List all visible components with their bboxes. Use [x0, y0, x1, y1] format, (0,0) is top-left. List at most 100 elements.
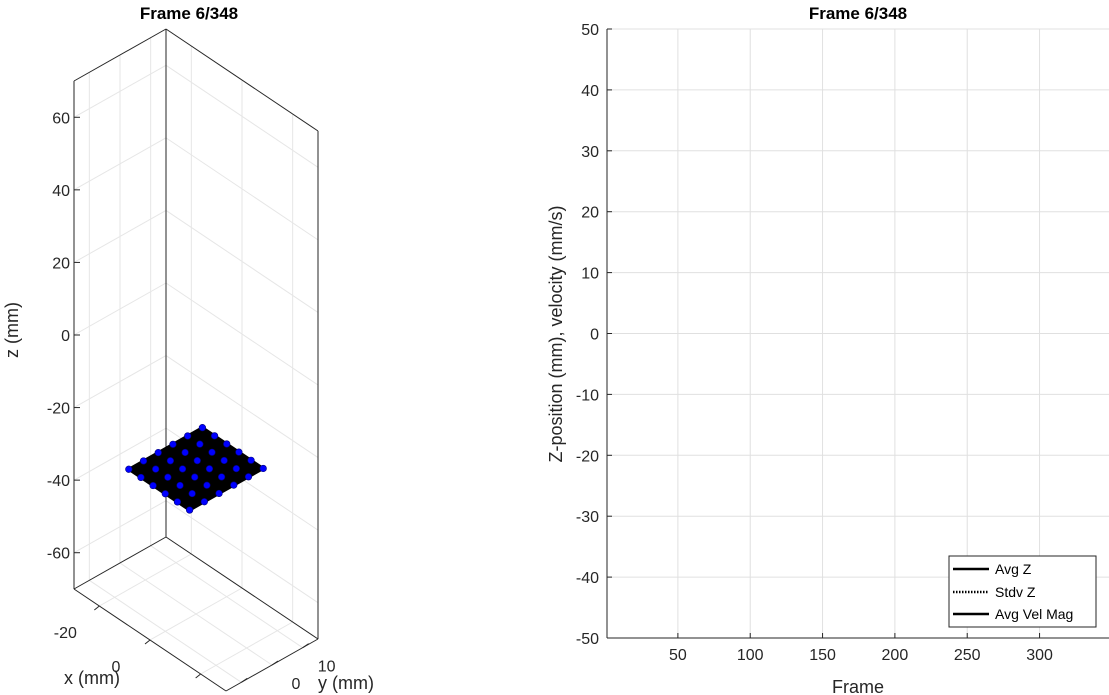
grid-line-z-side — [73, 64, 167, 118]
marker-point — [178, 465, 187, 473]
grid-line-z-back — [165, 282, 319, 386]
frame-tick-label: 200 — [882, 647, 909, 664]
z-axis-label: z (mm) — [2, 302, 22, 358]
y-tick-mark — [241, 677, 248, 683]
y-tick-label: 0 — [292, 676, 301, 693]
x-axis-label: x (mm) — [64, 668, 120, 688]
line-chart-ticks: 50 100 150 200 250 300 -50 -40 -30 -20 -10 0 10 20 30 4… — [576, 22, 1109, 664]
frame-tick-label: 300 — [1026, 647, 1053, 664]
marker-point — [166, 457, 174, 465]
x-tick-mark — [195, 673, 201, 679]
legend-label-avg-vel-mag: Avg Vel Mag — [995, 606, 1073, 622]
x-tick-label: 20 — [158, 693, 176, 695]
marker-point — [220, 456, 228, 465]
marker-point — [152, 465, 160, 473]
grid-line-z-back — [165, 64, 319, 168]
z-tick-label: 60 — [52, 110, 70, 127]
box-edge — [73, 536, 167, 590]
marker-point — [230, 481, 238, 489]
marker-point — [244, 473, 253, 481]
scatter3d-gridlines — [73, 37, 319, 683]
position-tick-label: 10 — [581, 266, 599, 283]
grid-line-z-side — [73, 137, 167, 191]
marker-point — [188, 489, 196, 498]
y-tick-label: -10 — [254, 693, 277, 695]
z-tick-label: 40 — [52, 183, 70, 200]
grid-line-z-side — [73, 355, 167, 409]
frame-tick-label: 100 — [737, 647, 764, 664]
y-tick-mark — [302, 643, 309, 649]
marker-point — [205, 465, 214, 473]
legend: Avg Z Stdv Z Avg Vel Mag — [948, 555, 1097, 628]
marker-point — [169, 440, 177, 448]
position-tick-label: 50 — [581, 22, 599, 39]
box-edge — [73, 28, 167, 82]
marker-point — [208, 448, 216, 456]
marker-point — [161, 490, 169, 498]
scatter3d-ticks: -60 -40 -20 0 20 40 60 -20 0 20 -10 0 10 — [47, 110, 336, 695]
marker-point — [149, 481, 157, 490]
marker-point — [154, 449, 162, 457]
grid-line-z-side — [73, 500, 167, 554]
position-tick-label: -20 — [576, 448, 599, 465]
legend-label-stdv-z: Stdv Z — [995, 584, 1036, 600]
line-chart-title: Frame 6/348 — [809, 4, 907, 23]
z-tick-label: 0 — [61, 328, 70, 345]
legend-label-avg-z: Avg Z — [995, 561, 1032, 577]
marker-point — [210, 432, 219, 440]
position-tick-label: 40 — [581, 83, 599, 100]
position-tick-label: 0 — [590, 327, 599, 344]
marker-point — [191, 473, 199, 481]
position-axis-label: Z-position (mm), velocity (mm/s) — [546, 205, 566, 462]
marker-point — [139, 457, 148, 465]
z-tick-label: -60 — [47, 546, 70, 563]
surface-patch — [125, 425, 267, 512]
marker-point — [186, 506, 194, 514]
grid-line-z-back — [165, 137, 319, 241]
marker-point — [232, 465, 240, 473]
marker-point — [218, 473, 226, 481]
position-tick-label: -50 — [576, 631, 599, 648]
z-tick-label: -20 — [47, 401, 70, 418]
line-chart-axes: 50 100 150 200 250 300 -50 -40 -30 -20 -10 0 10 20 30 4… — [546, 4, 1109, 695]
marker-point — [203, 481, 211, 489]
marker-point — [215, 489, 223, 498]
y-tick-mark — [271, 660, 279, 666]
x-tick-label: 0 — [112, 659, 121, 676]
grid-line-z-side — [73, 427, 167, 481]
grid-line-z-back — [165, 500, 319, 604]
x-tick-mark — [144, 639, 151, 645]
position-tick-label: -30 — [576, 509, 599, 526]
grid-line-z-back — [165, 210, 319, 313]
box-edge — [165, 28, 319, 132]
grid-line-z-side — [73, 209, 167, 263]
grid-line-z-side — [73, 282, 167, 336]
position-tick-label: -10 — [576, 387, 599, 404]
y-axis-label: y (mm) — [318, 673, 374, 693]
position-tick-label: 30 — [581, 144, 599, 161]
scatter3d-axes: -60 -40 -20 0 20 40 60 -20 0 20 -10 0 10 Frame 6/348… — [2, 4, 374, 695]
box-edge — [165, 536, 319, 640]
marker-point — [196, 440, 204, 448]
scatter3d-points — [125, 424, 267, 514]
frame-tick-label: 50 — [669, 647, 687, 664]
x-tick-label: -20 — [54, 625, 77, 642]
x-tick-mark — [94, 605, 100, 611]
marker-point — [181, 448, 189, 457]
marker-point — [247, 456, 255, 464]
floor-grid-line-y — [119, 562, 273, 666]
marker-point — [259, 464, 267, 473]
floor-grid-line-y — [89, 579, 242, 683]
marker-point — [193, 457, 201, 465]
frame-axis-label: Frame — [832, 677, 884, 695]
marker-point — [164, 473, 172, 481]
marker-point — [173, 498, 182, 506]
position-tick-label: 20 — [581, 205, 599, 222]
grid-line-z-back — [165, 355, 319, 458]
frame-tick-label: 250 — [954, 647, 981, 664]
marker-point — [137, 473, 145, 482]
marker-point — [235, 448, 243, 456]
z-tick-label: -40 — [47, 473, 70, 490]
marker-point — [125, 465, 133, 473]
